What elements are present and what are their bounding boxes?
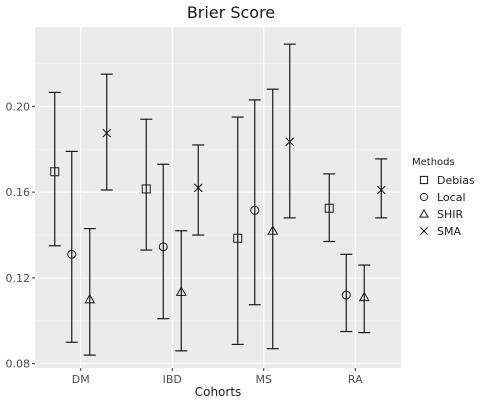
- error-bar: [192, 144, 205, 236]
- triangle-marker: [267, 225, 279, 235]
- plot-panel: [35, 27, 401, 368]
- circle-marker: [67, 249, 77, 259]
- error-bar: [48, 91, 61, 247]
- y-axis: 0.08 0.12 0.16 0.20: [6, 100, 35, 371]
- error-bar: [83, 227, 96, 356]
- square-marker: [419, 175, 429, 185]
- x-marker: [102, 128, 112, 138]
- x-marker: [376, 185, 386, 195]
- square-marker: [141, 184, 151, 194]
- x-tick-label: RA: [348, 373, 363, 386]
- square-marker: [233, 233, 243, 243]
- square-marker: [50, 167, 60, 177]
- x-tick-label: IBD: [163, 373, 182, 386]
- triangle-marker: [175, 286, 187, 296]
- grid-lines: [35, 27, 401, 368]
- circle-marker: [341, 290, 351, 300]
- error-bar: [248, 99, 261, 306]
- series-local: [65, 99, 353, 343]
- legend-label: Local: [437, 191, 466, 204]
- series-sma: [100, 43, 388, 236]
- legend-item-shir: SHIR: [418, 208, 463, 221]
- error-bar: [175, 230, 188, 352]
- x-tick-label: MS: [256, 373, 272, 386]
- error-bar: [323, 173, 336, 243]
- legend-item-sma: SMA: [420, 225, 461, 238]
- error-bar: [100, 73, 113, 191]
- legend-label: Debias: [437, 174, 475, 187]
- series-debias: [48, 91, 336, 346]
- triangle-marker: [418, 208, 430, 218]
- error-bar: [283, 43, 296, 219]
- x-marker: [420, 227, 428, 235]
- square-marker: [324, 203, 334, 213]
- circle-marker: [419, 192, 429, 202]
- legend-item-debias: Debias: [419, 174, 475, 187]
- triangle-marker: [84, 293, 96, 304]
- error-bar: [231, 116, 244, 346]
- error-bar: [340, 253, 353, 333]
- error-bar: [157, 163, 170, 320]
- circle-marker: [250, 205, 260, 215]
- data-marks: [48, 43, 388, 356]
- x-axis: DM IBD MS RA: [72, 368, 363, 386]
- y-tick-label: 0.16: [6, 186, 31, 199]
- triangle-marker: [358, 291, 370, 302]
- error-bar: [266, 88, 279, 350]
- chart-title: Brier Score: [187, 3, 275, 22]
- y-tick-label: 0.12: [6, 272, 31, 285]
- x-marker: [193, 183, 203, 193]
- legend-label: SHIR: [437, 208, 463, 221]
- series-shir: [83, 88, 371, 356]
- x-tick-label: DM: [72, 373, 90, 386]
- legend: Methods Debias Local SHIR SMA: [412, 157, 475, 238]
- error-bar: [65, 150, 78, 343]
- legend-label: SMA: [437, 225, 461, 238]
- error-bar: [375, 158, 388, 219]
- y-tick-label: 0.20: [6, 100, 31, 113]
- y-tick-label: 0.08: [6, 358, 31, 371]
- error-bar: [358, 264, 371, 334]
- legend-item-local: Local: [419, 191, 466, 204]
- x-marker: [285, 137, 295, 147]
- x-axis-title: Cohorts: [195, 385, 242, 399]
- circle-marker: [158, 242, 168, 252]
- legend-title: Methods: [412, 157, 455, 168]
